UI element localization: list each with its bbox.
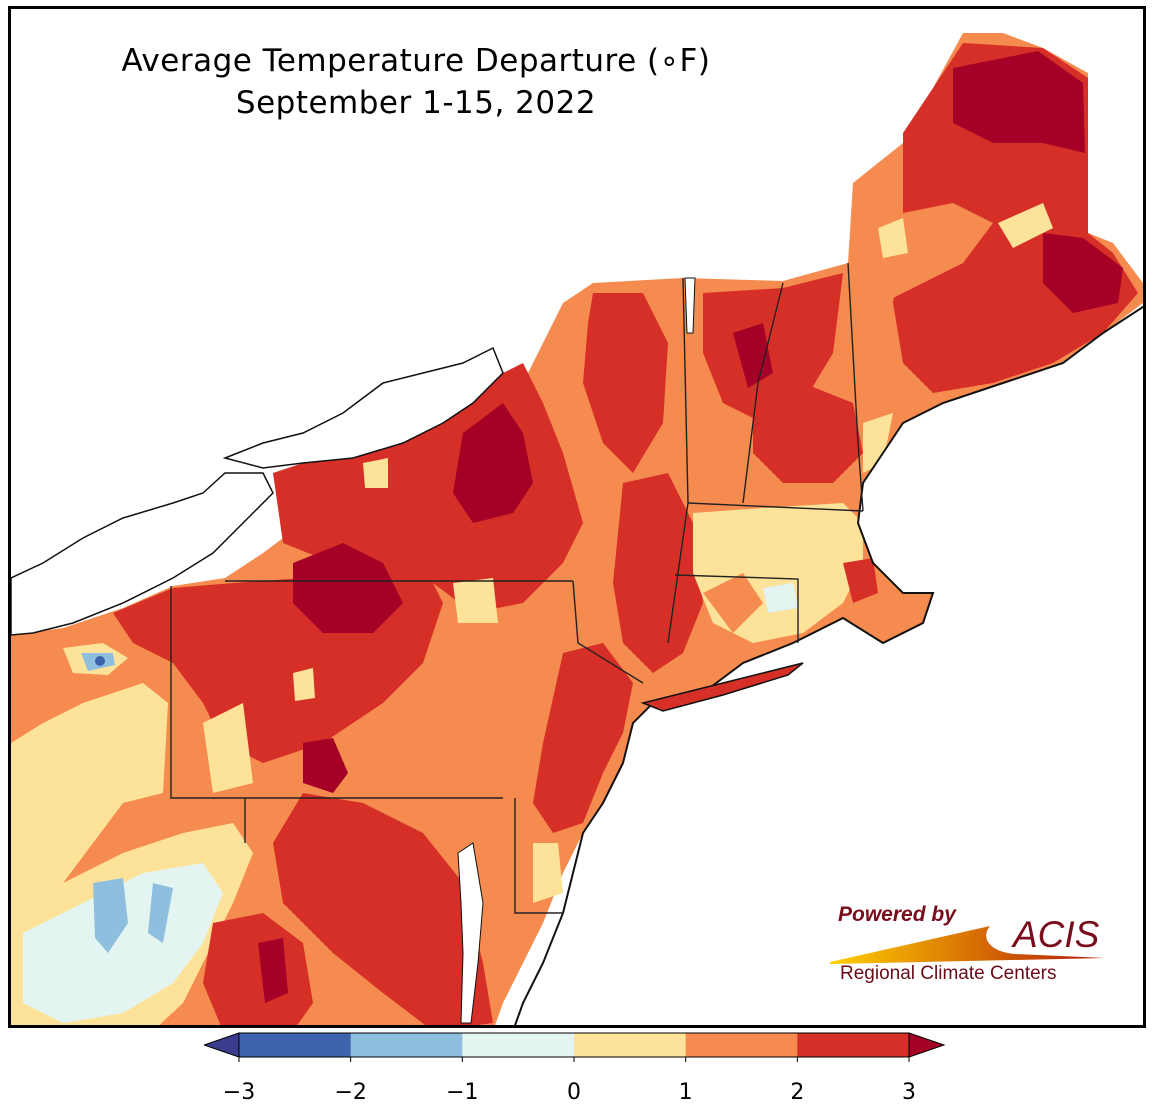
lake-erie	[11, 472, 274, 636]
region-above-3-va	[258, 938, 288, 1003]
region-0-to-1-pa-spot-b	[203, 703, 253, 793]
map-title-line-1: Average Temperature Departure (∘F)	[121, 43, 711, 79]
region-0-to-1-maine-spot-b	[878, 218, 908, 258]
map-title-line-2: September 1-15, 2022	[235, 85, 597, 121]
region-0-to-1-ny-spot-b	[363, 458, 388, 488]
region-minus1-to-0-southwest	[23, 863, 223, 1023]
temperature-departure-map	[11, 33, 1143, 1025]
region-minus3-to-minus2-ohio-dot	[95, 656, 105, 666]
region-above-3-maine-east	[1043, 233, 1123, 313]
acis-swoosh-icon	[830, 926, 1105, 964]
colorbar-bin	[462, 1033, 575, 1057]
lake-ontario	[222, 346, 504, 469]
acis-powered-by: Powered by	[838, 903, 956, 926]
region-1-to-2-ma	[703, 573, 763, 633]
map-frame: Average Temperature Departure (∘F) Septe…	[8, 6, 1146, 1028]
region-above-3-maine-north	[953, 51, 1085, 153]
region-minus2-to-minus1-b	[148, 883, 173, 943]
colorbar-bin	[350, 1033, 463, 1057]
region-2-to-3-md	[273, 793, 493, 1025]
region-minus1-to-0-ma	[763, 583, 798, 613]
colorbar-tick-label: 2	[790, 1080, 805, 1105]
colorbar-under-arrow	[204, 1032, 240, 1058]
region-2-to-3-hudson	[613, 473, 703, 673]
acis-logo: Powered by ACIS Regional Climate Centers	[820, 900, 1110, 990]
region-0-to-1-de	[533, 843, 563, 903]
colorbar-tick-label: 0	[567, 1080, 581, 1105]
colorbar-bin	[685, 1033, 798, 1057]
state-borders	[170, 262, 864, 914]
region-above-3-pa	[293, 543, 403, 633]
region-2-to-3-ny-east	[583, 293, 668, 473]
region-0-to-1-maine-spot	[998, 203, 1053, 248]
colorbar-bin	[797, 1033, 910, 1057]
colorbar	[204, 1032, 946, 1062]
long-island	[640, 662, 804, 712]
colorbar-bin	[239, 1033, 352, 1057]
region-2-to-3-nj	[533, 643, 633, 833]
region-2-to-3-va	[203, 913, 313, 1025]
region-0-to-1-ny-spot-a	[453, 578, 498, 623]
acis-name: ACIS	[1013, 914, 1100, 955]
region-minus2-to-minus1-a	[93, 878, 128, 953]
colorbar-tick-label: 3	[902, 1080, 916, 1105]
region-above-3-pa-b	[303, 738, 348, 793]
colorbar-bin	[574, 1033, 687, 1057]
atlantic-ocean	[514, 305, 1143, 1025]
region-above-3-ny	[453, 403, 533, 523]
region-2-to-3-nh	[753, 383, 863, 483]
acis-subtitle: Regional Climate Centers	[840, 963, 1057, 984]
chesapeake-bay	[457, 842, 484, 1024]
region-0-to-1-west	[11, 683, 168, 903]
lake-champlain	[684, 277, 696, 334]
region-0-to-1-pa-spot	[293, 668, 315, 701]
region-above-3-vt	[733, 323, 773, 388]
colorbar-tick-label: −2	[334, 1080, 367, 1105]
colorbar-tick-label: 1	[678, 1080, 693, 1105]
colorbar-tick-label: −1	[446, 1080, 479, 1105]
region-2-to-3-ma-coast	[843, 558, 878, 603]
colorbar-tick-label: −3	[222, 1080, 256, 1105]
region-0-to-1-nh-coast	[863, 413, 893, 473]
colorbar-over-arrow	[908, 1032, 946, 1058]
